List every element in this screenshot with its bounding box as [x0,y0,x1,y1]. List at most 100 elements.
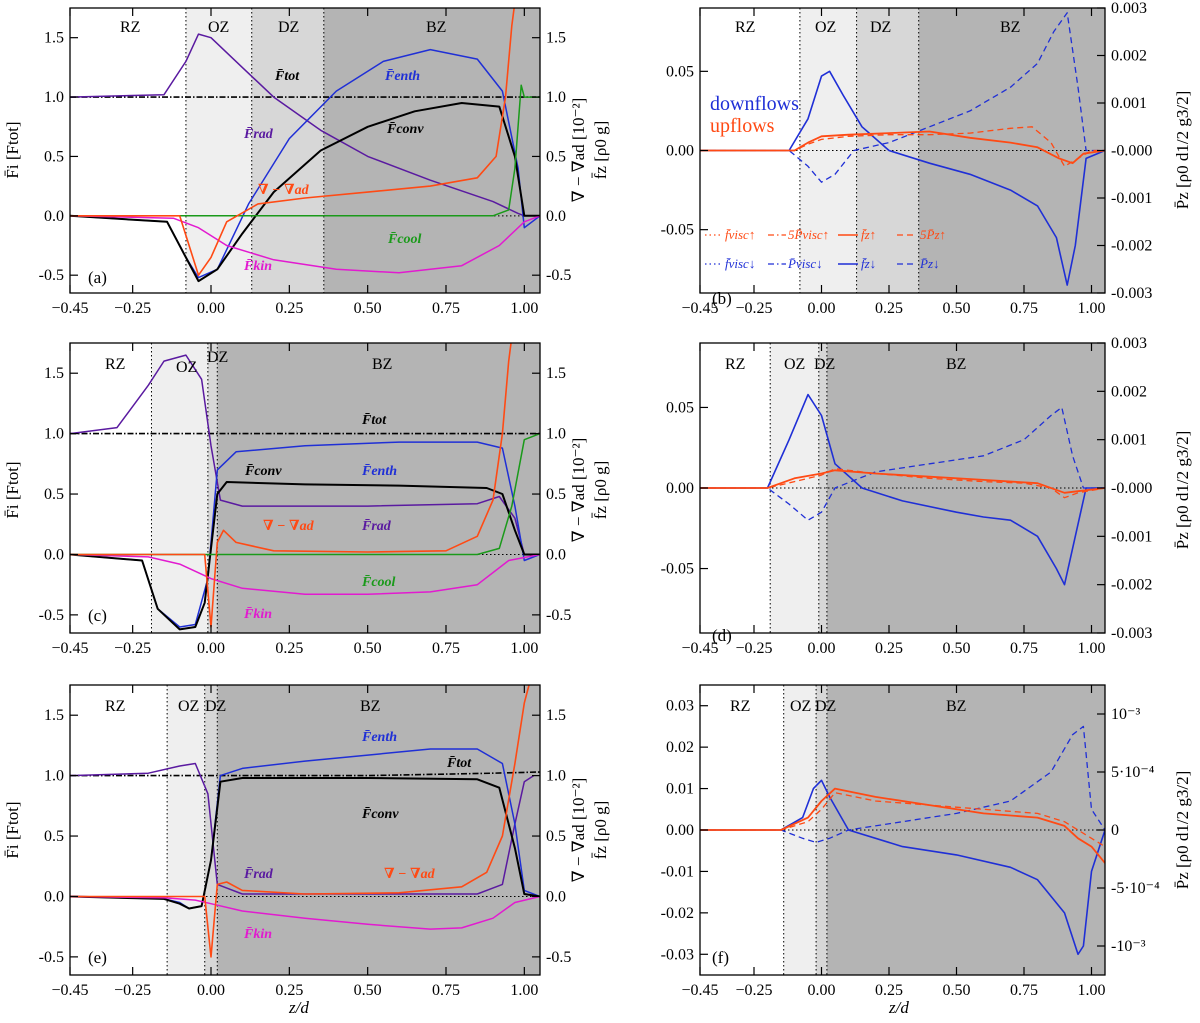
panel-c: −0.45 −0.25 0.00 0.25 0.50 0.75 1.00 -0.5 -0.5 0.… [39,342,571,657]
zone-dz [251,8,324,293]
y-axis-label-e: F̄i [Ftot] [3,801,22,858]
y2-tick-label: -0.5 [546,267,571,284]
zone-oz [167,685,205,975]
zone-oz [770,343,819,633]
zone-label-bz: BZ [946,356,966,373]
y2-tick-label: 1.0 [546,426,566,443]
y-tick-label: 1.0 [44,768,64,785]
y2-tick-label: 1.0 [546,89,566,106]
y2-axis-label-b: P̄z [ρ0 d1/2 g3/2] [1173,91,1192,210]
zone-label-dz: DZ [207,349,228,366]
key-pz-up: 5P̄z↑ [920,227,946,242]
x-tick-label: −0.45 [681,300,718,317]
y2-tick-label: 0.001 [1111,95,1147,112]
y2-tick-label: -0.002 [1111,577,1152,594]
series-pz-down [700,725,1105,844]
y-tick-label: 1.5 [44,30,64,47]
y2-tick-label: -0.001 [1111,190,1152,207]
series-grad [70,343,512,628]
x-tick-label: 0.50 [943,300,971,317]
zone-label-oz: OZ [208,19,229,36]
zone-label-rz: RZ [105,698,125,715]
x-axis-label-right: z/d [888,998,909,1017]
x-tick-label: 0.00 [197,640,225,657]
y-axis-label-a: F̄i [Ftot] [3,121,22,178]
label-fenth: F̄enth [361,464,397,479]
panel-a: −0.45 −0.25 0.00 0.25 0.50 0.75 1.00 -0.5 -0.5 0.… [39,7,571,317]
label-fcool: F̄cool [387,232,422,247]
label-fconv: F̄conv [386,122,424,137]
x-tick-label: 0.00 [197,300,225,317]
series-pz-down [700,406,1105,521]
zone-oz [151,343,208,633]
y-tick-label: 1.5 [44,365,64,382]
panel-d: −0.45 −0.25 0.00 0.25 0.50 0.75 1.00 -0.05 0.00 0… [661,335,1153,657]
y2-tick-label: 0.5 [546,148,566,165]
y-tick-label: -0.5 [39,949,64,966]
x-tick-label: 0.25 [275,982,303,999]
y2-tick-label: 10⁻³ [1111,706,1140,723]
legend-upflows: upflows [710,115,775,137]
y-tick-label: -0.05 [661,561,694,578]
series-fcool [70,432,540,556]
x-tick-label: −0.45 [681,640,718,657]
y-tick-label: 0.0 [44,546,64,563]
label-grad: ∇ − ∇ad [263,519,315,534]
key-fz-down: f̄z↓ [861,256,876,271]
key-pvisc-up: 5P̄visc↑ [788,227,829,242]
y-tick-label: -0.03 [661,946,694,963]
zone-bz [217,685,540,975]
zone-rz [70,8,186,293]
series-fkin [70,215,540,274]
y-tick-label: 0.03 [666,698,694,715]
zone-dz [818,343,827,633]
panel-tag-a: (a) [88,268,107,287]
y2-tick-label: -0.003 [1111,285,1152,302]
x-tick-label: 0.50 [354,640,382,657]
series-grad [70,8,515,276]
y2-tick-label: 0.002 [1111,48,1147,65]
zone-label-bz: BZ [360,698,380,715]
zone-rz [70,685,168,975]
y2-axis-label-c: ∇ − ∇ad [10⁻²] [569,438,588,543]
series-fkin [70,895,540,930]
x-tick-label: 1.00 [1078,982,1106,999]
x-tick-label: 0.50 [354,300,382,317]
series-pz-up [700,468,1105,499]
zone-oz [185,8,252,293]
y2-tick-label: 0.003 [1111,335,1147,352]
y-tick-label: 0.5 [44,828,64,845]
series-fconv [70,481,540,631]
x-tick-label: −0.45 [51,640,88,657]
x-tick-label: 0.75 [1010,640,1038,657]
y2-tick-label: 5·10⁻⁴ [1111,764,1155,781]
y-axis-label-d: f̄z [ρ0 g] [591,461,610,520]
y2-tick-label: -0.5 [546,949,571,966]
y-tick-label: -0.5 [39,607,64,624]
label-fkin: F̄kin [243,607,272,622]
zone-bz [918,8,1105,293]
key-pz-down: P̄z↓ [919,256,940,271]
x-tick-label: −0.25 [735,640,772,657]
x-tick-label: 0.25 [875,640,903,657]
y2-tick-label: -0.5 [546,607,571,624]
key-fvisc-down: f̄visc↓ [725,256,755,271]
y2-tick-label: 0.5 [546,828,566,845]
zone-label-oz: OZ [178,698,199,715]
series-frad [70,354,526,555]
x-axis-label-left: z/d [288,998,309,1017]
y-tick-label: 0.5 [44,486,64,503]
y-tick-label: 0.00 [666,143,694,160]
zone-label-rz: RZ [120,19,140,36]
label-frad: F̄rad [361,519,392,534]
y2-axis-label-f: P̄z [ρ0 d1/2 g3/2] [1173,771,1192,890]
series-pz-up [700,792,1105,848]
x-tick-label: 0.75 [1010,982,1038,999]
y-tick-label: -0.02 [661,905,694,922]
panel-tag-f: (f) [712,948,729,967]
label-fenth: F̄enth [361,730,397,745]
label-grad: ∇ − ∇ad [384,867,436,882]
y-axis-label-c: F̄i [Ftot] [3,461,22,518]
zone-label-rz: RZ [105,356,125,373]
x-tick-label: 0.00 [808,640,836,657]
